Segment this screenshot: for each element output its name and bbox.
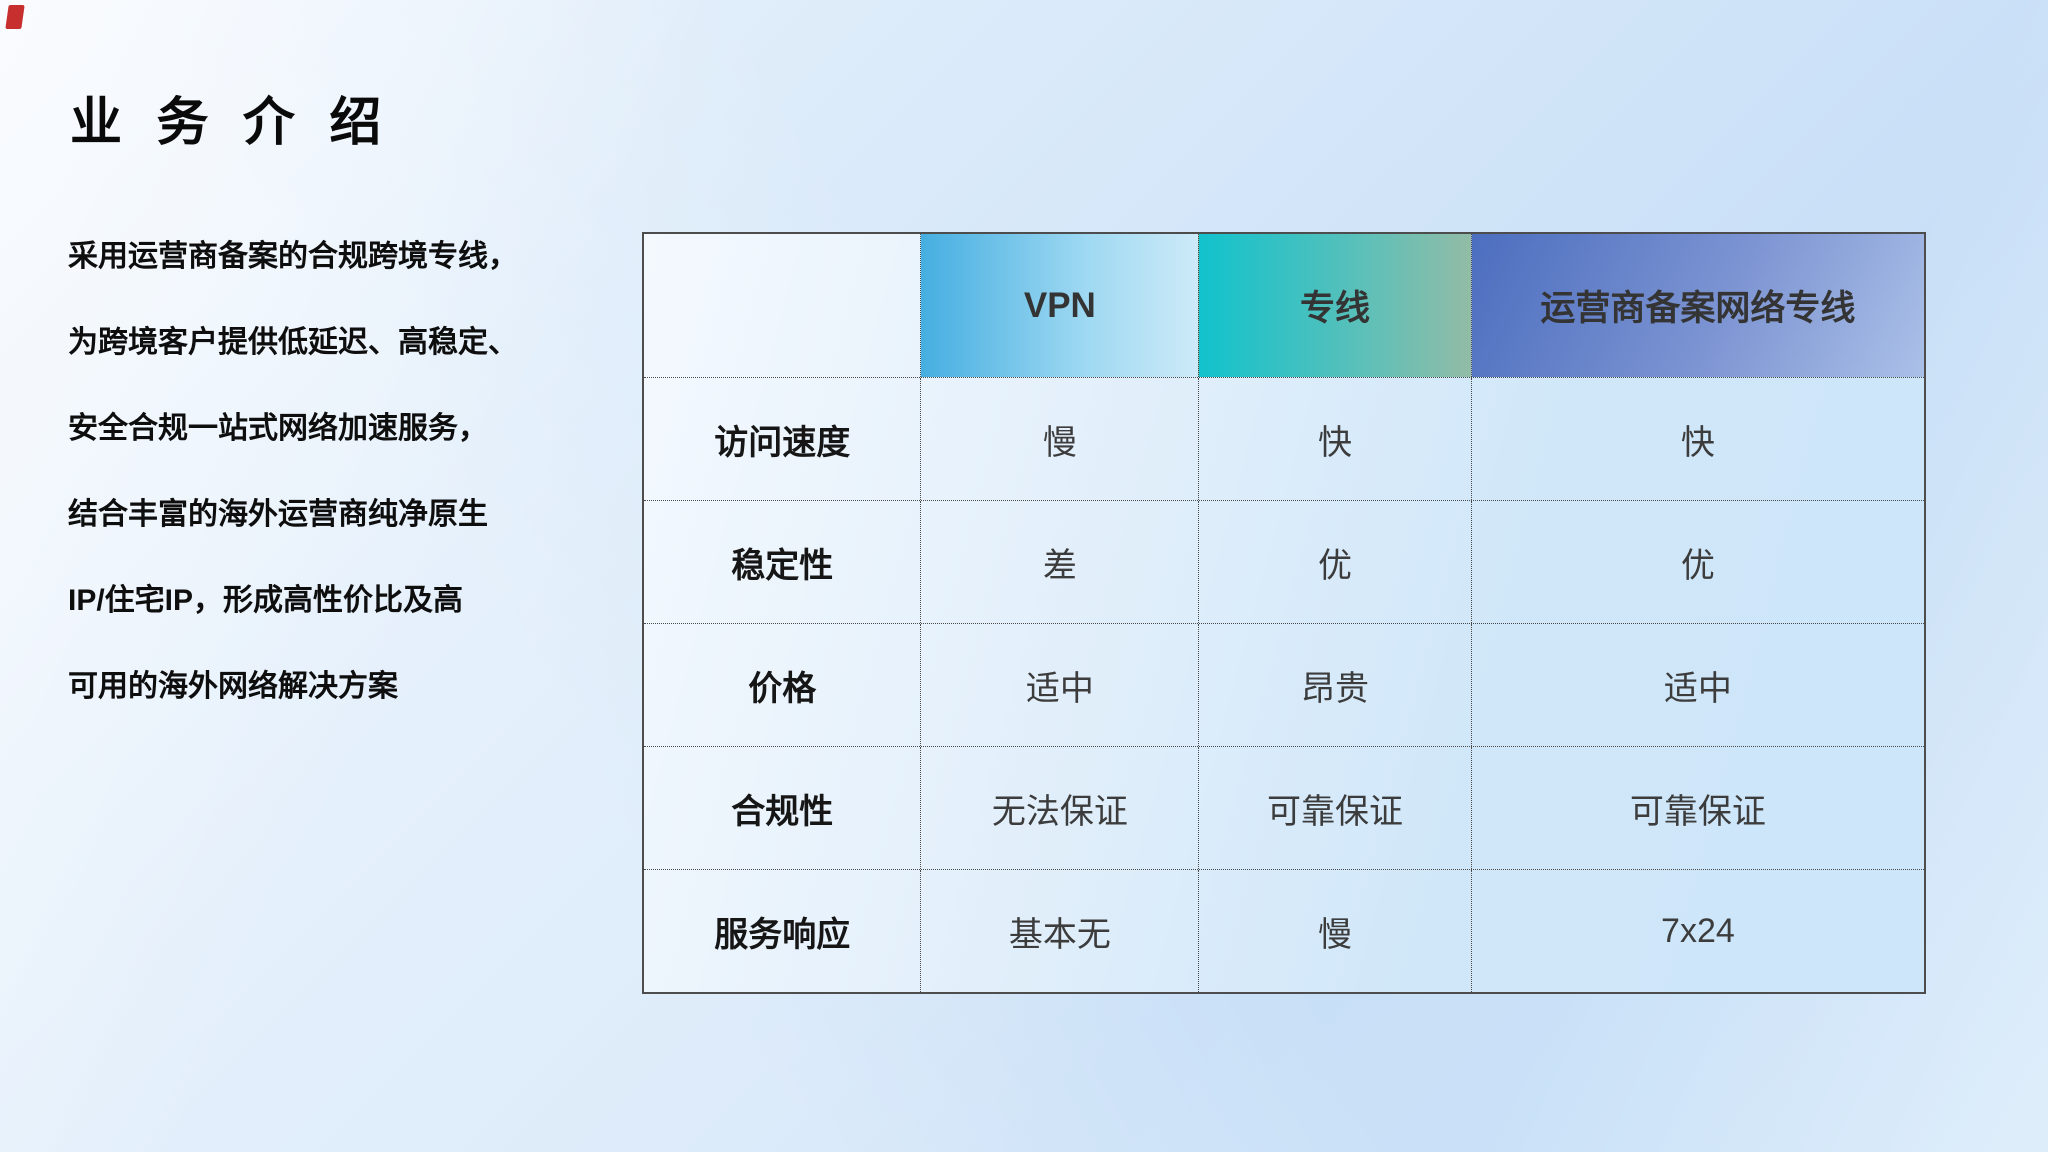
- cell-value: 7x24: [1470, 870, 1924, 992]
- comparison-table: VPN 专线 运营商备案网络专线 访问速度 慢 快 快 稳定性 差 优 优 价格…: [642, 232, 1926, 994]
- row-label: 合规性: [731, 792, 834, 831]
- table-header-row: VPN 专线 运营商备案网络专线: [644, 234, 1924, 377]
- row-label: 稳定性: [731, 546, 834, 585]
- cell-value: 优: [1198, 501, 1471, 623]
- intro-line: 结合丰富的海外运营商纯净原生: [68, 498, 488, 531]
- cell-value: 优: [1470, 501, 1924, 623]
- intro-line: IP/住宅IP，形成高性价比及高: [68, 584, 464, 617]
- cell-value: 可靠保证: [1198, 747, 1471, 869]
- cell-value: 基本无: [920, 870, 1198, 992]
- table-row: 价格 适中 昂贵 适中: [644, 623, 1924, 746]
- header-cell-blank: [644, 234, 920, 377]
- table-row: 访问速度 慢 快 快: [644, 377, 1924, 500]
- cell-value: 无法保证: [920, 747, 1198, 869]
- intro-paragraph: 采用运营商备案的合规跨境专线， 为跨境客户提供低延迟、高稳定、 安全合规一站式网…: [68, 214, 648, 730]
- intro-line: 可用的海外网络解决方案: [68, 670, 398, 703]
- intro-line: 安全合规一站式网络加速服务，: [68, 412, 488, 445]
- corner-accent: [5, 5, 25, 29]
- cell-value: 昂贵: [1198, 624, 1471, 746]
- cell-value: 慢: [1198, 870, 1471, 992]
- cell-value: 快: [1470, 378, 1924, 500]
- intro-line: 为跨境客户提供低延迟、高稳定、: [68, 326, 518, 359]
- header-cell-vpn: VPN: [920, 234, 1199, 377]
- cell-value: 差: [920, 501, 1198, 623]
- header-cell-dedicated-line: 专线: [1198, 234, 1471, 377]
- table-row: 稳定性 差 优 优: [644, 500, 1924, 623]
- intro-line: 采用运营商备案的合规跨境专线，: [68, 240, 518, 273]
- cell-value: 适中: [920, 624, 1198, 746]
- cell-value: 适中: [1470, 624, 1924, 746]
- row-label: 服务响应: [714, 915, 851, 954]
- table-row: 服务响应 基本无 慢 7x24: [644, 869, 1924, 992]
- table-row: 合规性 无法保证 可靠保证 可靠保证: [644, 746, 1924, 869]
- cell-value: 慢: [920, 378, 1198, 500]
- row-label: 访问速度: [714, 423, 851, 462]
- cell-value: 可靠保证: [1470, 747, 1924, 869]
- row-label: 价格: [748, 669, 817, 708]
- cell-value: 快: [1198, 378, 1471, 500]
- page-title: 业 务 介 绍: [70, 94, 392, 152]
- header-cell-carrier-line: 运营商备案网络专线: [1470, 234, 1924, 377]
